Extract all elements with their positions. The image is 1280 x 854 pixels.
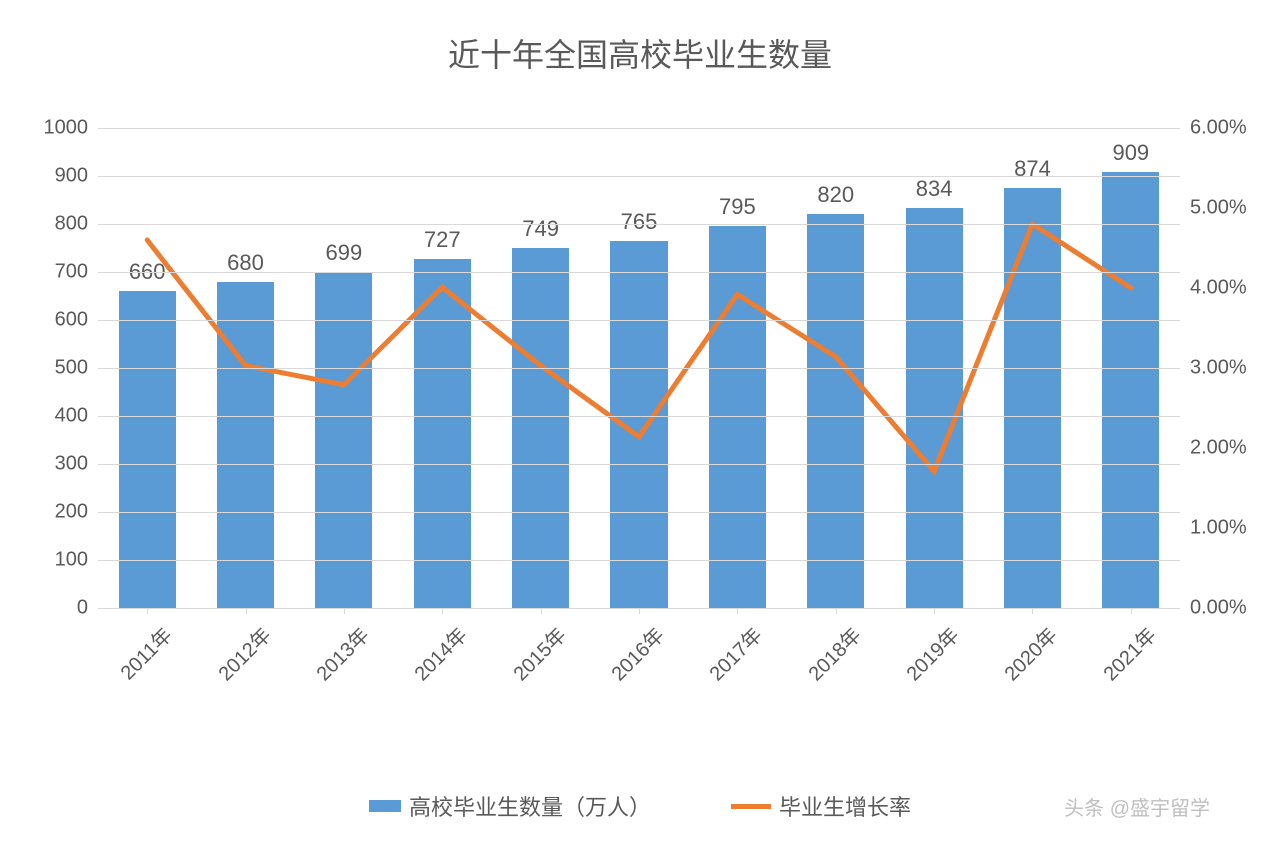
gridline (98, 416, 1180, 417)
y-left-tick: 200 (55, 501, 88, 524)
x-tick-mark (541, 608, 542, 614)
x-tick-label: 2018年 (789, 620, 866, 697)
y-right-tick: 3.00% (1190, 357, 1247, 380)
y-left-tick: 500 (55, 357, 88, 380)
x-tick-mark (442, 608, 443, 614)
gridline (98, 128, 1180, 129)
y-left-tick: 100 (55, 549, 88, 572)
y-right-tick: 5.00% (1190, 197, 1247, 220)
x-tick-mark (147, 608, 148, 614)
x-tick-label: 2014年 (396, 620, 473, 697)
y-right-tick: 0.00% (1190, 597, 1247, 620)
gridline (98, 272, 1180, 273)
legend-line-label: 毕业生增长率 (779, 790, 911, 822)
chart-title: 近十年全国高校毕业生数量 (0, 0, 1280, 76)
gridline (98, 320, 1180, 321)
x-tick-label: 2015年 (494, 620, 571, 697)
y-right-tick: 6.00% (1190, 117, 1247, 140)
x-tick-mark (344, 608, 345, 614)
gridline (98, 464, 1180, 465)
y-left-tick: 0 (77, 597, 88, 620)
gridline (98, 560, 1180, 561)
y-left-tick: 300 (55, 453, 88, 476)
watermark-text: 头条 @盛宇留学 (1064, 792, 1210, 821)
gridline (98, 512, 1180, 513)
plot-area: 660680699727749765795820834874909 (98, 128, 1180, 608)
x-tick-mark (639, 608, 640, 614)
y-left-tick: 700 (55, 261, 88, 284)
x-tick-mark (737, 608, 738, 614)
bar-swatch-icon (369, 800, 401, 812)
line-swatch-icon (731, 804, 771, 809)
y-left-tick: 1000 (44, 117, 89, 140)
x-tick-mark (934, 608, 935, 614)
gridline (98, 224, 1180, 225)
y-left-tick: 400 (55, 405, 88, 428)
growth-rate-line (147, 224, 1131, 471)
y-axis-right: 0.00%1.00%2.00%3.00%4.00%5.00%6.00% (1190, 128, 1280, 608)
x-tick-label: 2016年 (592, 620, 669, 697)
x-tick-label: 2013年 (297, 620, 374, 697)
x-tick-label: 2021年 (1084, 620, 1161, 697)
y-right-tick: 1.00% (1190, 517, 1247, 540)
legend-item-line: 毕业生增长率 (731, 790, 911, 822)
y-right-tick: 4.00% (1190, 277, 1247, 300)
gridline (98, 176, 1180, 177)
x-tick-label: 2017年 (691, 620, 768, 697)
y-right-tick: 2.00% (1190, 437, 1247, 460)
x-tick-mark (1131, 608, 1132, 614)
x-tick-mark (1032, 608, 1033, 614)
y-left-tick: 900 (55, 165, 88, 188)
x-tick-label: 2012年 (199, 620, 276, 697)
x-tick-mark (836, 608, 837, 614)
x-tick-mark (246, 608, 247, 614)
x-tick-label: 2011年 (101, 620, 178, 697)
legend-bar-label: 高校毕业生数量（万人） (409, 790, 651, 822)
y-axis-left: 01002003004005006007008009001000 (0, 128, 88, 608)
x-tick-label: 2019年 (888, 620, 965, 697)
gridline (98, 368, 1180, 369)
y-left-tick: 600 (55, 309, 88, 332)
y-left-tick: 800 (55, 213, 88, 236)
x-tick-label: 2020年 (986, 620, 1063, 697)
legend-item-bar: 高校毕业生数量（万人） (369, 790, 651, 822)
chart-container: 近十年全国高校毕业生数量 0 100 200 300 400 500 600 700 800 90… (0, 0, 1280, 854)
